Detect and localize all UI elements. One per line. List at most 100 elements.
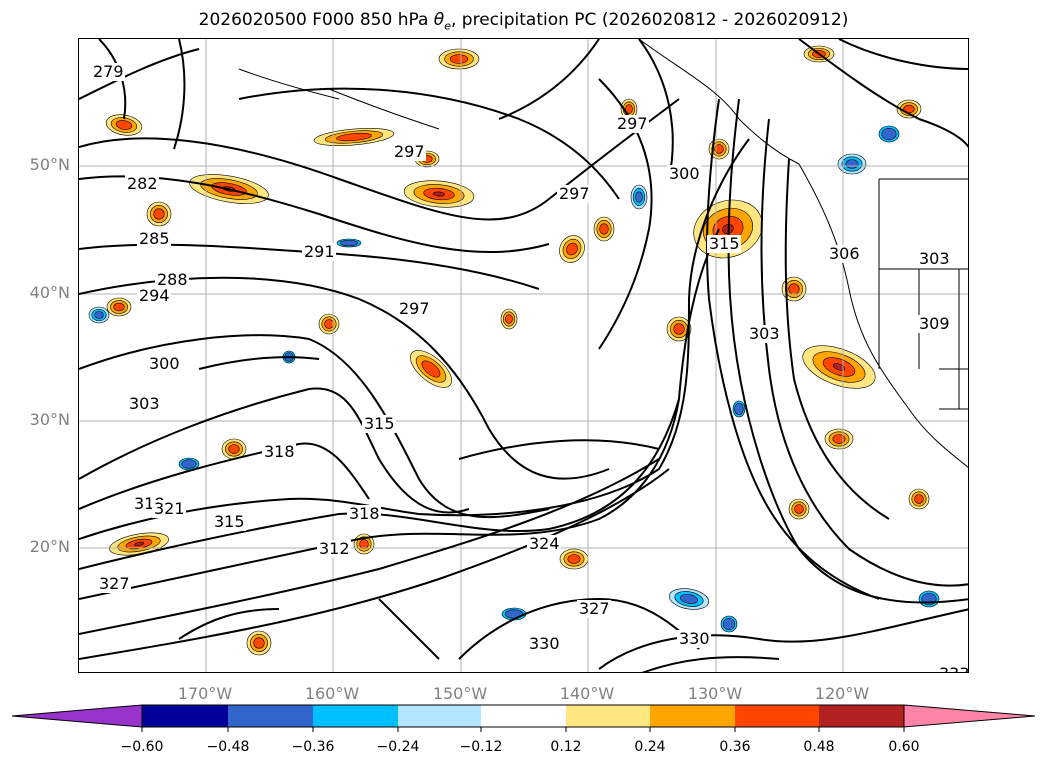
colorbar-ticks: −0.60 −0.48 −0.36 −0.24 −0.12 0.12 0.24 0.36 0.4… — [121, 727, 920, 755]
contour-label: 279 — [93, 62, 124, 81]
precip-fill — [115, 120, 133, 130]
contour-label-bg — [527, 535, 561, 553]
lon-label-160: 160°W — [304, 684, 360, 703]
coastline — [238, 68, 340, 100]
theta-e-contour — [498, 39, 600, 120]
colorbar-box — [650, 705, 735, 727]
contour-label-bg — [347, 505, 381, 523]
theta-e-contour — [706, 98, 880, 600]
theta-e-contour — [79, 398, 680, 570]
theta-e-contour — [727, 98, 968, 604]
contour-labels: 279 282 285 288 291 294 297 297 297 297 300 300 303 3… — [91, 62, 969, 673]
theta-e-contour — [378, 598, 440, 660]
colorbar-tick-label: −0.60 — [121, 739, 164, 755]
contour-label-bg — [747, 325, 781, 343]
theta-e-contour — [79, 276, 610, 480]
theta-e-contour — [79, 138, 750, 540]
colorbar-box — [142, 705, 228, 727]
contour-label: 330 — [529, 634, 560, 653]
theta-e-contour — [238, 87, 620, 200]
precip-fill — [722, 617, 736, 631]
precip-fill — [845, 159, 859, 169]
contour-label-bg — [97, 575, 131, 593]
precip-fill — [94, 311, 104, 319]
precip-fill — [421, 360, 441, 378]
colorbar-tick-label: 0.60 — [888, 739, 919, 755]
contour-label: 297 — [617, 114, 648, 133]
colorbar-box — [228, 705, 313, 727]
contour-label-bg — [667, 165, 701, 183]
precip-fill — [324, 319, 334, 329]
contour-label-bg — [302, 243, 336, 261]
contour-label-bg — [137, 287, 171, 305]
colorbar-boxes — [11, 704, 1036, 728]
precip-fill — [228, 444, 240, 454]
lon-label-170: 170°W — [177, 684, 233, 703]
precip-fill — [433, 191, 445, 197]
contour-label: 315 — [364, 414, 395, 433]
contour-label: 300 — [669, 164, 700, 183]
contour-label: 297 — [394, 142, 425, 161]
contour-label: 321 — [154, 499, 185, 518]
theta-e-contour — [784, 158, 890, 520]
contour-label-bg — [557, 185, 591, 203]
coastlines-borders — [238, 39, 968, 468]
precip-fill — [567, 554, 581, 564]
contour-label: 282 — [127, 174, 158, 193]
precip-fill — [788, 283, 800, 295]
contour-label-bg — [677, 630, 711, 648]
theta-e-contour — [760, 118, 968, 587]
colorbar-tick-label: −0.48 — [207, 739, 250, 755]
contour-label: 318 — [264, 442, 295, 461]
contour-label: 327 — [99, 574, 130, 593]
contour-label: 297 — [399, 299, 430, 318]
precip-fill — [794, 504, 804, 514]
contour-label-bg — [917, 250, 951, 268]
contour-label: 288 — [157, 270, 188, 289]
precip-fill — [914, 494, 924, 504]
plot-title: 2026020500 F000 850 hPa θe, precipitatio… — [198, 10, 849, 33]
contour-label: 312 — [319, 539, 350, 558]
map-panel: 279 282 285 288 291 294 297 297 297 297 300 300 303 3… — [78, 38, 969, 673]
contour-label-bg — [577, 600, 611, 618]
contour-label: 333 — [939, 664, 969, 673]
colorbar-extend-min — [11, 704, 143, 728]
precip-fill — [336, 132, 372, 142]
contour-label-bg — [91, 63, 125, 81]
contour-label: 318 — [349, 504, 380, 523]
colorbar-extend-max — [903, 704, 1036, 728]
precip-fill — [881, 127, 897, 141]
coastline — [328, 88, 440, 130]
colorbar-box — [566, 705, 650, 727]
theta-e-contour — [641, 656, 780, 672]
contour-label-bg — [137, 230, 171, 248]
contour-label: 291 — [304, 242, 335, 261]
precip-fill — [680, 594, 698, 604]
theta-e-contour — [79, 458, 660, 635]
contour-label-bg — [392, 143, 426, 161]
theta-e-contour — [198, 356, 320, 370]
colorbar-tick-label: −0.12 — [460, 739, 503, 755]
precip-fill — [449, 54, 469, 64]
colorbar-tick-label: 0.12 — [550, 739, 581, 755]
contour-label-bg — [707, 235, 741, 253]
colorbar-tick-label: 0.48 — [803, 739, 834, 755]
contour-label: 303 — [749, 324, 780, 343]
contour-label: 294 — [139, 286, 170, 305]
lat-label-30: 30°N — [29, 410, 70, 429]
precip-fill — [625, 104, 633, 114]
contour-label-bg — [125, 175, 159, 193]
precip-fill — [340, 239, 358, 247]
precip-fill — [153, 208, 165, 220]
theta-e-contour — [79, 48, 200, 100]
precip-fill — [714, 144, 724, 154]
contour-label: 309 — [919, 314, 950, 333]
precip-fill — [673, 323, 685, 335]
contour-label: 303 — [919, 249, 950, 268]
contour-label: 306 — [829, 244, 860, 263]
contour-label-bg — [362, 415, 396, 433]
theta-e-contour — [458, 597, 700, 660]
contour-label-bg — [937, 665, 968, 672]
contour-label-bg — [917, 315, 951, 333]
contour-label-bg — [615, 115, 649, 133]
